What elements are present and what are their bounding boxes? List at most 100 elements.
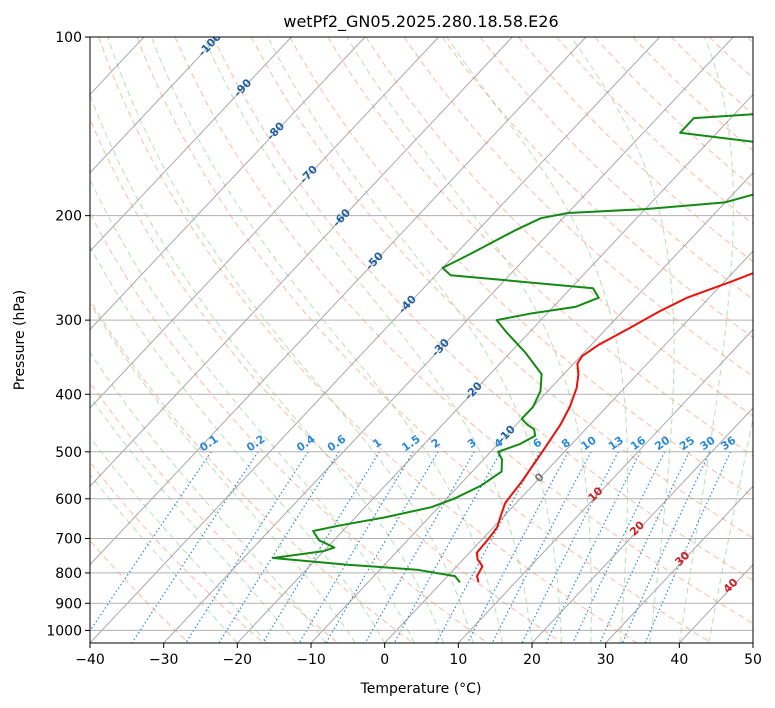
dry-adiabat-line: [90, 117, 563, 643]
mixing-ratio-line: [466, 451, 569, 643]
isotherm-line: [384, 250, 753, 643]
moist-adiabat-line: [150, 37, 503, 643]
moist-adiabat-line: [203, 37, 533, 643]
moist-adiabat-line: [107, 37, 474, 643]
mixing-ratio-label: 25: [677, 434, 697, 453]
isotherm-line: [90, 37, 587, 566]
dry-adiabat-line: [90, 539, 190, 643]
isotherm-line: [605, 485, 753, 643]
mixing-ratio-line: [262, 451, 381, 643]
isotherms: [0, 37, 753, 643]
mixing-ratio-line: [644, 451, 732, 643]
moist-adiabat-line: [708, 416, 753, 643]
mixing-ratio-line: [599, 451, 690, 643]
dry-adiabat-line: [90, 212, 488, 643]
x-tick-label: 50: [744, 652, 762, 668]
mixing-ratio-label: 2: [429, 436, 443, 451]
x-tick-label: 0: [380, 652, 389, 668]
moist-adiabat-line: [570, 37, 675, 643]
y-tick-label: 1000: [46, 623, 82, 639]
moist-adiabat-line: [90, 178, 415, 643]
moist-adiabat-line: [90, 395, 297, 643]
y-tick-label: 500: [55, 445, 82, 461]
isotherm-line: [236, 93, 753, 643]
dry-adiabat-line: [90, 381, 339, 643]
y-tick-label: 300: [55, 313, 82, 329]
wet-bulb-label: 10: [586, 484, 606, 504]
moist-adiabat-line: [90, 351, 327, 643]
mixing-ratio-line: [491, 451, 592, 643]
mixing-ratio-label: 0.1: [197, 432, 220, 454]
mixing-ratio-label: 36: [718, 433, 738, 453]
dry-adiabat-line: [708, 37, 753, 79]
moist-adiabat-line: [90, 436, 268, 643]
mixing-ratio-label: 1.5: [399, 432, 422, 454]
dry-adiabat-line: [747, 37, 753, 43]
dewpoint-series-line: [272, 113, 753, 584]
mixing-ratio-line: [185, 451, 309, 643]
dry-adiabat-line: [136, 37, 712, 643]
moist-adiabat-line: [90, 93, 445, 643]
pressure-gridlines: [90, 37, 753, 631]
isotherm-line: [90, 37, 661, 643]
dry-adiabat-line: [90, 299, 414, 643]
x-tick-label: 40: [670, 652, 688, 668]
isotherm-line: [457, 328, 753, 643]
dry-adiabat-line: [518, 37, 753, 263]
moist-adiabat-line: [346, 37, 592, 643]
chart-title: wetPf2_GN05.2025.280.18.58.E26: [283, 12, 558, 32]
dry-adiabat-line: [441, 37, 753, 339]
isotherm-line: [531, 407, 753, 643]
x-tick-label: −20: [223, 652, 253, 668]
dry-adiabat-line: [480, 37, 753, 301]
mixing-ratio-label: 30: [698, 433, 718, 453]
isotherm-line: [0, 37, 70, 643]
moist-adiabat-line: [678, 37, 734, 643]
mixing-ratio-line: [298, 451, 414, 643]
x-tick-label: −40: [75, 652, 105, 668]
moist-adiabat-line: [90, 302, 356, 643]
moist-adiabats: [90, 37, 753, 643]
isotherm-line: [163, 37, 734, 643]
mixing-ratio-label: 0.4: [294, 432, 318, 454]
dry-adiabat-line: [98, 37, 638, 643]
mixing-ratio-line: [325, 451, 439, 643]
y-tick-label: 600: [55, 492, 82, 508]
dry-adiabat-line: [90, 461, 264, 643]
y-tick-label: 700: [55, 532, 82, 548]
temperature-series-line: [475, 272, 753, 583]
dry-adiabat-line: [365, 37, 753, 417]
sounding-series: [272, 113, 753, 584]
mixing-ratio-label: 3: [465, 436, 479, 451]
y-tick-label: 400: [55, 387, 82, 403]
x-axis-label: Temperature (°C): [360, 681, 482, 697]
mixing-ratio-line: [218, 451, 340, 643]
isotherm-line: [310, 172, 753, 643]
mixing-ratio-line: [364, 451, 475, 643]
mixing-ratio-line: [131, 451, 259, 643]
dry-adiabat-line: [212, 37, 753, 581]
plot-frame: [89, 36, 754, 644]
mixing-ratio-label: 6: [531, 436, 545, 451]
plot-area: -100-90-80-70-60-50-40-30-20-1000.1 0.2 0.…: [0, 37, 753, 643]
mixing-ratio-label: 1: [370, 436, 384, 451]
dry-adiabat-line: [327, 37, 753, 457]
wet-bulb-label: 30: [672, 548, 692, 568]
y-tick-label: 900: [55, 596, 82, 612]
isotherm-line: [90, 37, 513, 487]
x-tick-label: 30: [597, 652, 615, 668]
x-tick-label: 20: [523, 652, 541, 668]
mixing-ratio-label: 0.6: [325, 432, 349, 454]
y-tick-label: 100: [55, 30, 82, 46]
mixing-ratio-line: [572, 451, 666, 643]
moist-adiabat-line: [446, 37, 629, 643]
moist-adiabat-line: [90, 245, 386, 643]
dry-adiabat-line: [174, 37, 753, 625]
isotherm-line: [90, 37, 219, 174]
isotherm-line: [90, 37, 440, 409]
x-axis: −40 −30 −20 −10 0 10 20 30 40 50: [75, 643, 762, 668]
mixing-ratio-line: [435, 451, 541, 643]
wet-bulb-label: 40: [721, 575, 741, 595]
x-tick-label: 10: [449, 652, 467, 668]
